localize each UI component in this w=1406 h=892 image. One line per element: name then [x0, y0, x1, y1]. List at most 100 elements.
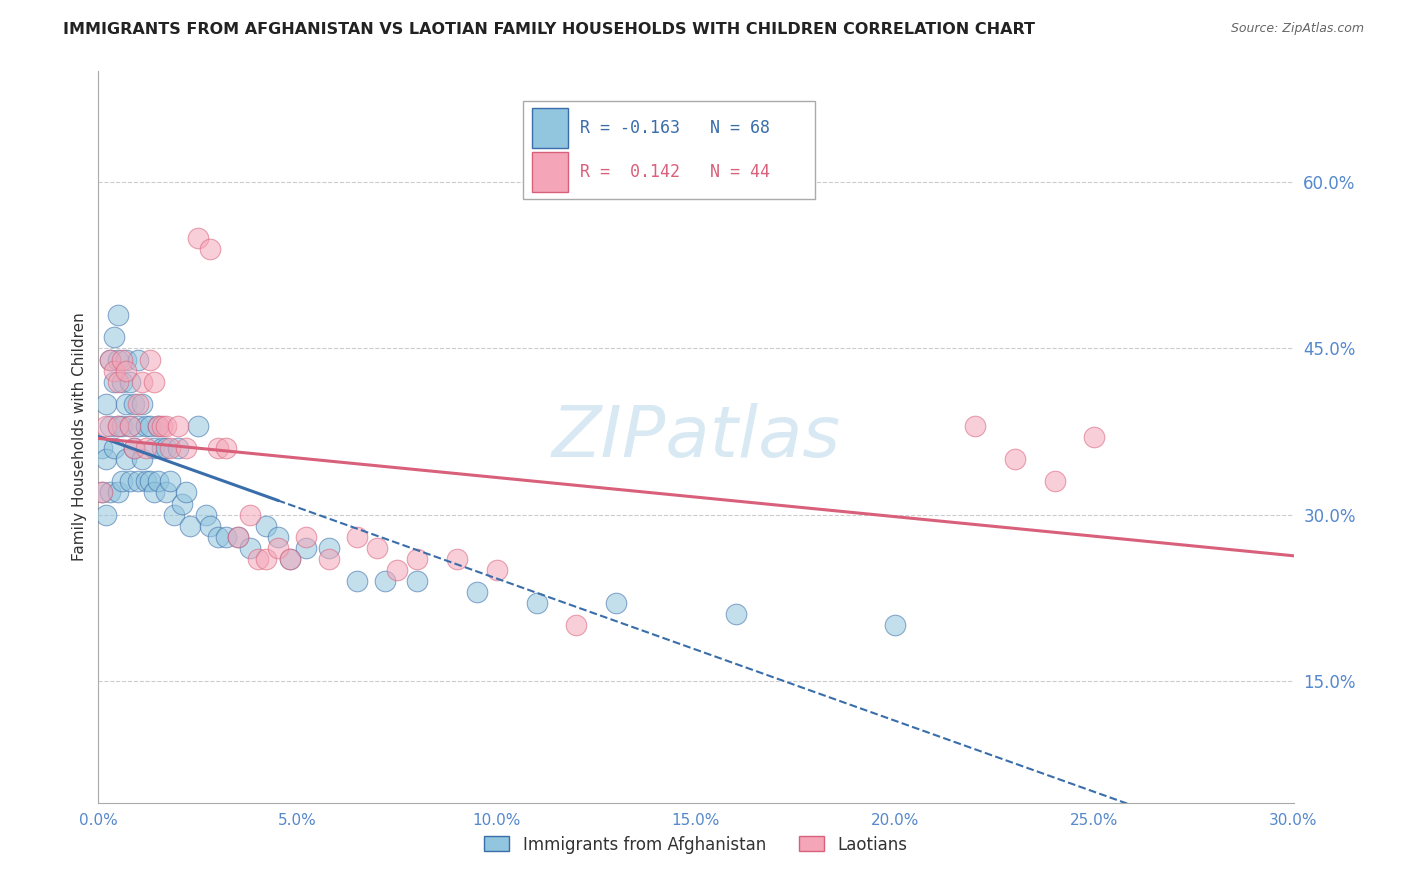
Point: [239, 541, 262, 555]
Point: [98, 352, 122, 367]
Point: [406, 552, 429, 566]
Point: [446, 552, 468, 566]
Point: [96, 508, 118, 522]
Point: [98, 352, 122, 367]
Point: [385, 563, 409, 577]
Point: [127, 397, 149, 411]
Point: [267, 530, 290, 544]
Point: [98, 419, 122, 434]
Point: [148, 475, 170, 489]
Point: [124, 441, 146, 455]
Point: [103, 375, 125, 389]
Point: [294, 541, 316, 555]
Point: [135, 441, 157, 455]
Point: [107, 419, 129, 434]
Point: [605, 596, 627, 610]
Point: [148, 419, 170, 434]
Point: [91, 441, 114, 455]
Point: [120, 375, 142, 389]
Point: [215, 530, 238, 544]
Point: [120, 419, 142, 434]
Text: R = -0.163   N = 68: R = -0.163 N = 68: [581, 119, 770, 137]
Text: IMMIGRANTS FROM AFGHANISTAN VS LAOTIAN FAMILY HOUSEHOLDS WITH CHILDREN CORRELATI: IMMIGRANTS FROM AFGHANISTAN VS LAOTIAN F…: [63, 22, 1035, 37]
Point: [465, 585, 488, 599]
Point: [163, 508, 186, 522]
Point: [526, 596, 548, 610]
Text: R =  0.142   N = 44: R = 0.142 N = 44: [581, 163, 770, 181]
Point: [111, 352, 134, 367]
Point: [207, 441, 229, 455]
Point: [187, 419, 209, 434]
Point: [148, 419, 170, 434]
Point: [155, 485, 177, 500]
Point: [107, 352, 129, 367]
Point: [91, 485, 114, 500]
Point: [226, 530, 249, 544]
Point: [406, 574, 429, 589]
Point: [139, 419, 162, 434]
Point: [167, 419, 190, 434]
Point: [115, 397, 138, 411]
Point: [131, 452, 153, 467]
Point: [139, 352, 162, 367]
Point: [254, 552, 277, 566]
Point: [96, 419, 118, 434]
Point: [294, 530, 316, 544]
Point: [103, 330, 125, 344]
Point: [155, 441, 177, 455]
Point: [198, 518, 221, 533]
Y-axis label: Family Households with Children: Family Households with Children: [72, 313, 87, 561]
Point: [195, 508, 218, 522]
Text: ZIPatlas: ZIPatlas: [551, 402, 841, 472]
Point: [267, 541, 290, 555]
Point: [124, 441, 146, 455]
Point: [318, 541, 340, 555]
Point: [174, 485, 197, 500]
Point: [198, 242, 221, 256]
Point: [98, 485, 122, 500]
Point: [366, 541, 388, 555]
Point: [159, 441, 181, 455]
Point: [155, 419, 177, 434]
Point: [215, 441, 238, 455]
Point: [254, 518, 277, 533]
Point: [246, 552, 269, 566]
Point: [115, 363, 138, 377]
Point: [159, 475, 181, 489]
Point: [91, 485, 114, 500]
Point: [96, 452, 118, 467]
Point: [139, 475, 162, 489]
Point: [318, 552, 340, 566]
Point: [187, 230, 209, 244]
Point: [131, 375, 153, 389]
Text: Source: ZipAtlas.com: Source: ZipAtlas.com: [1230, 22, 1364, 36]
Point: [135, 419, 157, 434]
Legend: Immigrants from Afghanistan, Laotians: Immigrants from Afghanistan, Laotians: [478, 829, 914, 860]
Point: [143, 375, 166, 389]
Point: [150, 419, 173, 434]
Point: [150, 441, 173, 455]
Point: [374, 574, 396, 589]
Point: [111, 475, 134, 489]
Point: [103, 441, 125, 455]
Point: [96, 397, 118, 411]
Point: [278, 552, 301, 566]
Point: [143, 441, 166, 455]
Point: [226, 530, 249, 544]
Point: [127, 419, 149, 434]
Point: [278, 552, 301, 566]
FancyBboxPatch shape: [533, 152, 568, 192]
Point: [115, 352, 138, 367]
Point: [207, 530, 229, 544]
Point: [111, 375, 134, 389]
Point: [239, 508, 262, 522]
Point: [1083, 430, 1105, 444]
FancyBboxPatch shape: [523, 101, 815, 200]
Point: [963, 419, 986, 434]
Point: [884, 618, 907, 632]
Point: [485, 563, 508, 577]
Point: [120, 419, 142, 434]
Point: [135, 475, 157, 489]
Point: [124, 397, 146, 411]
Point: [120, 475, 142, 489]
